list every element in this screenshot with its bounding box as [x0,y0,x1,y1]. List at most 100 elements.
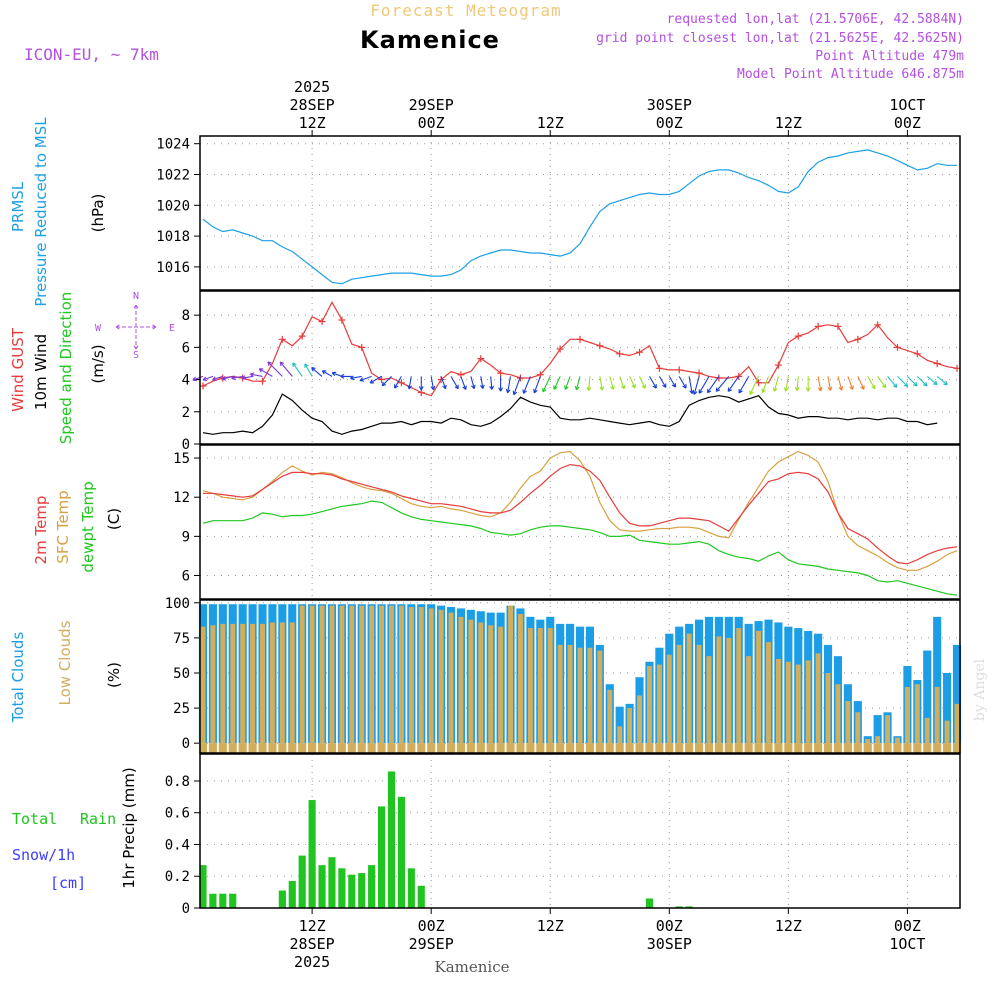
top-time-label: 00Z [418,114,445,132]
top-time-label: 28SEP [290,96,335,114]
wind-arrow [512,376,522,396]
precip-unit: 1hr Precip (mm) [120,767,138,888]
cloud-bar-base [526,743,535,753]
top-time-label: 29SEP [409,96,454,114]
wind-arrow [749,376,760,395]
gust-marker [933,359,941,367]
super-title: Forecast Meteogram [370,1,561,20]
gust-marker [338,316,346,324]
cloud-bar-base [734,743,743,753]
2m-temp-line [203,463,958,565]
wind-arrow [231,375,243,381]
low-cloud-bar [438,609,444,744]
bottom-time-label: 00Z [894,917,921,935]
cloud-unit: (%) [105,662,123,688]
top-time-label: 2025 [294,78,330,96]
cloud-bar-base [605,743,614,753]
gust-marker [814,322,822,330]
cloud-bar-base [893,743,902,753]
low-cloud-bar [458,616,464,744]
gust-marker [616,350,624,358]
low-cloud-bar [914,684,920,744]
pressure-unit: (hPa) [89,194,107,233]
wind-arrow [727,376,740,392]
low-cloud-bar [567,644,573,744]
low-cloud-bar [279,622,285,744]
top-time-label: 00Z [656,114,683,132]
total-cloud-bar [943,672,952,744]
location-title: Kamenice [360,26,500,54]
cloud-bar-base [327,743,337,753]
low-cloud-bar [537,628,543,744]
low-cloud-bar [627,708,633,744]
cloud-bar-base [317,743,327,753]
rain-bar [407,868,415,908]
rain-bar [645,898,654,908]
cloud-bar-base [556,743,565,753]
wind-arrow [916,376,928,387]
gust-marker [298,332,306,340]
wind-arrow [794,376,800,392]
gust-marker [834,322,842,330]
bottom-time-label: 00Z [656,917,683,935]
cloud-bar-base [675,743,684,753]
cloud-bar-base [397,743,406,753]
cloud-bar-base [417,743,426,753]
cloud-bar-base [665,743,674,753]
wind-background [200,291,960,444]
wind-arrow [817,376,823,392]
dewpt-temp-line [202,500,958,596]
cloud-bar-base [456,743,466,753]
low-cloud-bar [369,605,375,744]
wind-arrow [847,376,854,390]
wind-ytick-label: 6 [182,340,190,356]
pressure-axis-title: PRMSL Pressure Reduced to MSL (hPa) [9,117,107,307]
gust-marker [695,369,703,377]
wind-arrow [522,376,531,394]
clouds-ytick-label: 100 [165,596,190,612]
top-time-label: 12Z [537,114,564,132]
temperature-background [200,445,960,599]
gust-marker [417,388,425,396]
gust-marker [655,364,663,372]
chart-panels: 1016101810201022102402468691215025507510… [156,135,962,917]
10m-wind-line [202,393,938,435]
cloud-bar-base [655,743,664,753]
wind-arrow [857,376,865,390]
low-cloud-bar [805,660,811,744]
gust-marker [378,376,386,384]
compass-rose: N S W E [95,291,175,361]
clouds-ytick-label: 0 [182,736,190,752]
cloud-bar-base [625,743,634,753]
low-cloud-bar [686,633,692,744]
cloud-bar-base [744,743,753,753]
low-cloud-bar [875,736,881,744]
cloud-bar-base [506,743,515,753]
cloud-bar-base [933,743,942,753]
bottom-time-label: 28SEP [290,935,335,953]
wind-arrow [542,376,551,393]
compass-n: N [133,291,139,302]
wind-arrow [877,376,887,389]
low-cloud-bar [637,695,642,744]
cloud-bar-base [635,743,644,753]
wind-arrow [837,376,844,391]
precip-label-rain: Rain [80,810,116,828]
low-cloud-bar [815,653,821,744]
wind-arrow [574,376,581,391]
temperature-ytick-label: 12 [173,490,190,506]
rain-bar [417,885,425,908]
wind-arrow [359,375,372,382]
low-cloud-bar [775,658,781,744]
gust-marker [576,335,584,343]
cloud-bar-base [288,743,297,753]
temp-axis-title: 2m Temp SFC Temp dewpt Temp (C) [32,481,123,572]
low-cloud-bar [865,738,871,744]
gust-marker [278,335,286,343]
top-time-label: 00Z [894,114,921,132]
cloud-bar-base [427,743,436,753]
rain-bar [348,874,356,908]
wind-arrow [907,376,918,387]
wind-arrow [202,375,214,382]
low-cloud-bar [329,605,335,744]
